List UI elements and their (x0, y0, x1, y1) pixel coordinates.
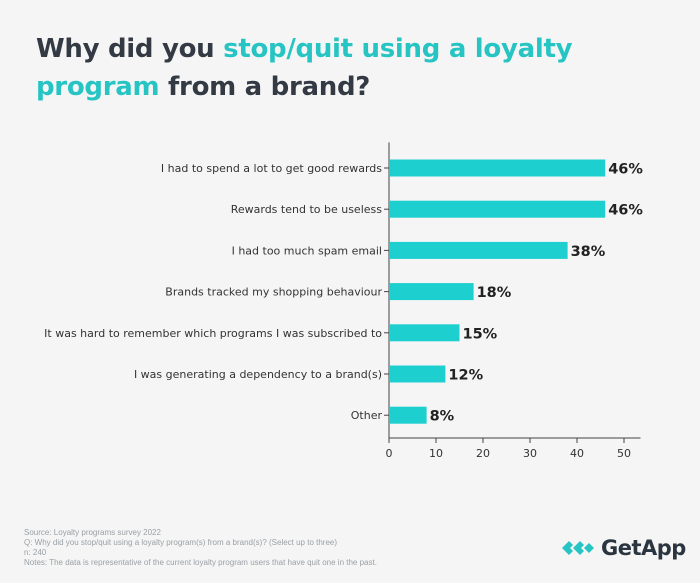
title-part2: from a brand? (159, 72, 371, 102)
x-tick-label-2: 20 (476, 447, 490, 460)
footnote-source: Source: Loyalty programs survey 2022 (24, 528, 161, 537)
bar-2 (389, 241, 568, 259)
category-label-4: It was hard to remember which programs I… (44, 327, 382, 340)
bar-3 (389, 283, 474, 301)
bar-6 (389, 406, 427, 424)
category-label-6: Other (351, 409, 383, 422)
title-part1: Why did you (36, 34, 224, 64)
value-label-3: 18% (477, 285, 512, 301)
title-accent-2: program (36, 72, 160, 102)
value-label-2: 38% (571, 244, 606, 260)
title-accent-1: stop/quit using a loyalty (223, 34, 573, 64)
chart-title: Why did you stop/quit using a loyalty pro… (36, 30, 656, 106)
footnote-notes: Notes: The data is representative of the… (24, 558, 377, 567)
getapp-logo-icon (562, 541, 594, 555)
x-tick-label-4: 40 (570, 447, 584, 460)
value-label-0: 46% (608, 162, 643, 178)
value-label-6: 8% (430, 409, 455, 425)
category-label-1: Rewards tend to be useless (231, 203, 383, 216)
category-label-3: Brands tracked my shopping behaviour (165, 286, 382, 299)
category-label-5: I was generating a dependency to a brand… (134, 368, 382, 381)
value-label-4: 15% (463, 326, 498, 342)
x-tick-label-3: 30 (523, 447, 537, 460)
bar-chart: 0 10 20 30 40 50 I had to spend a lot to get g… (44, 142, 643, 460)
x-tick-label-5: 50 (617, 447, 631, 460)
footnote-n: n: 240 (24, 548, 47, 557)
footnotes: Source: Loyalty programs survey 2022 Q: … (24, 528, 377, 568)
getapp-logo-text: GetApp (601, 536, 686, 560)
value-label-5: 12% (448, 368, 483, 384)
bar-4 (389, 324, 460, 342)
bar-1 (389, 200, 606, 218)
category-label-0: I had to spend a lot to get good rewards (161, 162, 382, 175)
value-label-1: 46% (608, 203, 643, 219)
bar-5 (389, 365, 446, 383)
x-tick-label-1: 10 (429, 447, 443, 460)
getapp-logo: GetApp (562, 533, 686, 563)
footnote-question: Q: Why did you stop/quit using a loyalty… (24, 538, 338, 547)
x-tick-label-0: 0 (386, 447, 393, 460)
bar-0 (389, 159, 606, 177)
category-label-2: I had too much spam email (232, 244, 382, 257)
